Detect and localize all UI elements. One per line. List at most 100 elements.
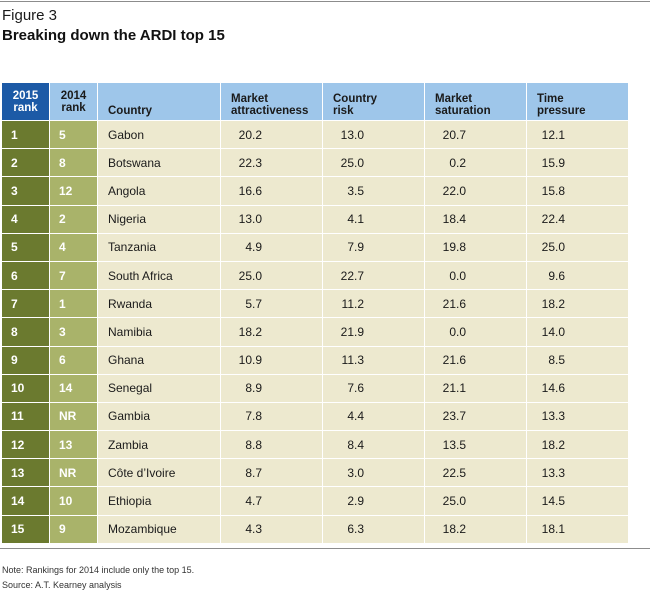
cell-2014-rank: 13 bbox=[50, 431, 97, 459]
cell-market-saturation-value: 21.6 bbox=[442, 353, 466, 368]
cell-time-pressure-value: 8.5 bbox=[548, 353, 565, 368]
cell-country-risk: 8.4 bbox=[323, 431, 424, 459]
cell-country-risk-value: 2.9 bbox=[347, 494, 364, 509]
cell-2014-rank: 2 bbox=[50, 205, 97, 233]
cell-market-attractiveness-value: 20.2 bbox=[238, 127, 262, 142]
header-market-saturation: Market saturation bbox=[425, 83, 526, 120]
cell-country-risk-value: 8.4 bbox=[347, 437, 364, 452]
cell-country-risk-value: 22.7 bbox=[340, 268, 364, 283]
table-row: 2 8 Botswana 22.3 25.0 0.2 15.9 bbox=[2, 149, 628, 177]
cell-2014-rank: 14 bbox=[50, 374, 97, 402]
header-market-saturation-line1: Market bbox=[435, 93, 473, 105]
cell-market-attractiveness-value: 10.9 bbox=[238, 353, 262, 368]
cell-market-attractiveness: 4.7 bbox=[221, 487, 322, 515]
cell-market-saturation: 0.2 bbox=[425, 149, 526, 177]
cell-time-pressure: 22.4 bbox=[527, 205, 628, 233]
cell-market-attractiveness: 5.7 bbox=[221, 290, 322, 318]
header-market-attractiveness-line1: Market bbox=[231, 93, 269, 105]
cell-market-saturation: 23.7 bbox=[425, 402, 526, 431]
cell-market-saturation-value: 22.5 bbox=[442, 465, 466, 480]
cell-market-attractiveness-value: 5.7 bbox=[245, 296, 262, 311]
cell-country-risk-value: 11.2 bbox=[341, 296, 364, 311]
cell-2015-rank: 10 bbox=[2, 374, 49, 402]
table-row: 9 6 Ghana 10.9 11.3 21.6 8.5 bbox=[2, 346, 628, 374]
header-country-risk: Country risk bbox=[323, 83, 424, 120]
header-country-risk-line1: Country bbox=[333, 93, 378, 105]
cell-country-risk-value: 7.9 bbox=[347, 240, 364, 255]
cell-market-saturation: 0.0 bbox=[425, 318, 526, 346]
ardi-table: 2015 rank 2014 rank Country Market attra… bbox=[2, 83, 628, 543]
cell-market-saturation-value: 25.0 bbox=[442, 494, 466, 509]
cell-country-risk-value: 21.9 bbox=[340, 324, 364, 339]
cell-time-pressure-value: 15.9 bbox=[541, 155, 565, 170]
cell-time-pressure: 15.9 bbox=[527, 149, 628, 177]
table-row: 15 9 Mozambique 4.3 6.3 18.2 18.1 bbox=[2, 515, 628, 543]
cell-market-attractiveness: 4.3 bbox=[221, 515, 322, 543]
header-2015-rank: 2015 rank bbox=[2, 83, 49, 120]
header-country-risk-line2: risk bbox=[333, 105, 354, 117]
cell-country-risk-value: 4.4 bbox=[347, 409, 364, 424]
table-source: Source: A.T. Kearney analysis bbox=[2, 580, 122, 590]
cell-2015-rank: 5 bbox=[2, 233, 49, 261]
cell-country: Tanzania bbox=[98, 233, 220, 261]
cell-2015-rank: 11 bbox=[2, 402, 49, 431]
table-row: 14 10 Ethiopia 4.7 2.9 25.0 14.5 bbox=[2, 487, 628, 515]
cell-market-attractiveness-value: 18.2 bbox=[238, 324, 262, 339]
table-header-row: 2015 rank 2014 rank Country Market attra… bbox=[2, 83, 628, 120]
cell-market-saturation: 13.5 bbox=[425, 431, 526, 459]
cell-time-pressure-value: 13.3 bbox=[541, 465, 565, 480]
cell-time-pressure-value: 13.3 bbox=[541, 409, 565, 424]
cell-time-pressure: 14.0 bbox=[527, 318, 628, 346]
cell-market-saturation-value: 20.7 bbox=[442, 127, 466, 142]
cell-market-saturation: 21.6 bbox=[425, 346, 526, 374]
cell-country: Angola bbox=[98, 177, 220, 205]
table-row: 7 1 Rwanda 5.7 11.2 21.6 18.2 bbox=[2, 290, 628, 318]
cell-market-saturation-value: 0.2 bbox=[449, 155, 466, 170]
header-market-attractiveness: Market attractiveness bbox=[221, 83, 322, 120]
cell-2015-rank: 7 bbox=[2, 290, 49, 318]
cell-market-attractiveness-value: 16.6 bbox=[238, 183, 262, 198]
cell-2014-rank: 7 bbox=[50, 261, 97, 290]
header-time-pressure-line1: Time bbox=[537, 93, 564, 105]
cell-market-attractiveness: 16.6 bbox=[221, 177, 322, 205]
cell-market-saturation: 19.8 bbox=[425, 233, 526, 261]
bottom-rule bbox=[0, 548, 650, 549]
cell-market-saturation-value: 18.2 bbox=[442, 522, 466, 537]
cell-country-risk: 4.4 bbox=[323, 402, 424, 431]
table-row: 5 4 Tanzania 4.9 7.9 19.8 25.0 bbox=[2, 233, 628, 261]
cell-market-attractiveness-value: 4.9 bbox=[245, 240, 262, 255]
cell-time-pressure-value: 9.6 bbox=[548, 268, 565, 283]
cell-market-attractiveness: 8.7 bbox=[221, 459, 322, 487]
header-2014-rank-line2: rank bbox=[61, 101, 86, 114]
cell-time-pressure-value: 18.1 bbox=[541, 522, 565, 537]
cell-2015-rank: 4 bbox=[2, 205, 49, 233]
cell-time-pressure: 15.8 bbox=[527, 177, 628, 205]
cell-2015-rank: 3 bbox=[2, 177, 49, 205]
figure-title: Breaking down the ARDI top 15 bbox=[2, 27, 225, 44]
cell-country-risk: 13.0 bbox=[323, 121, 424, 149]
cell-2015-rank: 2 bbox=[2, 149, 49, 177]
cell-market-attractiveness: 18.2 bbox=[221, 318, 322, 346]
cell-time-pressure-value: 18.2 bbox=[541, 437, 565, 452]
header-market-attractiveness-line2: attractiveness bbox=[231, 105, 309, 117]
header-2015-rank-line2: rank bbox=[13, 101, 38, 114]
cell-country-risk: 7.9 bbox=[323, 233, 424, 261]
cell-market-saturation: 18.4 bbox=[425, 205, 526, 233]
cell-country-risk: 6.3 bbox=[323, 515, 424, 543]
cell-market-attractiveness: 22.3 bbox=[221, 149, 322, 177]
cell-country-risk-value: 13.0 bbox=[340, 127, 364, 142]
cell-time-pressure: 13.3 bbox=[527, 459, 628, 487]
cell-time-pressure-value: 14.0 bbox=[541, 324, 565, 339]
cell-market-saturation: 22.5 bbox=[425, 459, 526, 487]
cell-country: Zambia bbox=[98, 431, 220, 459]
cell-time-pressure: 8.5 bbox=[527, 346, 628, 374]
header-country: Country bbox=[98, 83, 220, 120]
cell-country-risk: 11.3 bbox=[323, 346, 424, 374]
cell-time-pressure: 9.6 bbox=[527, 261, 628, 290]
table-body: 1 5 Gabon 20.2 13.0 20.7 12.1 2 8 Botswana 22.3 25.… bbox=[2, 121, 628, 543]
header-2014-rank: 2014 rank bbox=[50, 83, 97, 120]
cell-2014-rank: 1 bbox=[50, 290, 97, 318]
cell-country: Nigeria bbox=[98, 205, 220, 233]
table-row: 11 NR Gambia 7.8 4.4 23.7 13.3 bbox=[2, 402, 628, 431]
cell-time-pressure-value: 18.2 bbox=[541, 296, 565, 311]
